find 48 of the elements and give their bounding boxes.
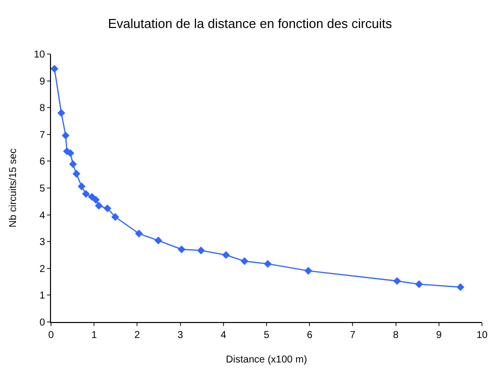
point bbox=[264, 260, 272, 268]
y-tick-label: 2 bbox=[39, 264, 46, 275]
x-tick-label: 0 bbox=[48, 330, 54, 341]
point bbox=[304, 266, 312, 275]
x-tick-label: 8 bbox=[393, 330, 400, 341]
point bbox=[111, 213, 120, 221]
point bbox=[72, 170, 80, 178]
x-tick-label: 5 bbox=[264, 330, 270, 341]
point bbox=[135, 230, 143, 238]
y-tick-label: 0 bbox=[39, 318, 46, 328]
point bbox=[66, 149, 74, 158]
y-tick-label: 4 bbox=[39, 210, 46, 222]
point bbox=[94, 202, 103, 210]
point bbox=[62, 132, 70, 140]
y-tick-label: 1 bbox=[39, 290, 46, 302]
y-tick-label: 9 bbox=[39, 76, 46, 88]
point bbox=[154, 236, 162, 244]
y-axis-title: Nb circuits/15 sec bbox=[8, 148, 19, 228]
y-tick-label: 3 bbox=[39, 237, 46, 248]
chart-title: Evalutation de la distance en fonction des circuits bbox=[108, 16, 392, 31]
point bbox=[222, 251, 230, 259]
point bbox=[82, 190, 90, 198]
point bbox=[57, 109, 66, 117]
y-tick-label: 8 bbox=[39, 103, 46, 114]
x-tick-label: 7 bbox=[350, 330, 356, 341]
x-tick-label: 4 bbox=[220, 330, 227, 341]
point bbox=[415, 280, 423, 288]
x-axis-title: Distance (x100 m) bbox=[226, 354, 308, 366]
point bbox=[92, 196, 100, 204]
point bbox=[51, 64, 58, 73]
x-tick-label: 2 bbox=[134, 330, 140, 341]
x-tick-label: 9 bbox=[436, 330, 442, 341]
point bbox=[240, 257, 248, 266]
point bbox=[178, 245, 186, 254]
y-tick-label: 6 bbox=[39, 156, 46, 168]
point bbox=[197, 246, 205, 254]
y-tick-label: 5 bbox=[39, 184, 46, 194]
y-tick-label: 7 bbox=[39, 130, 46, 141]
y-tick-label: 10 bbox=[34, 50, 46, 60]
x-tick-label: 1 bbox=[91, 330, 98, 341]
point bbox=[69, 160, 77, 168]
x-tick-label: 6 bbox=[306, 330, 313, 341]
point bbox=[104, 204, 112, 212]
point bbox=[456, 283, 464, 292]
point bbox=[78, 182, 86, 190]
point bbox=[393, 277, 401, 285]
x-tick-label: 10 bbox=[476, 330, 488, 341]
x-tick-label: 3 bbox=[178, 330, 184, 341]
